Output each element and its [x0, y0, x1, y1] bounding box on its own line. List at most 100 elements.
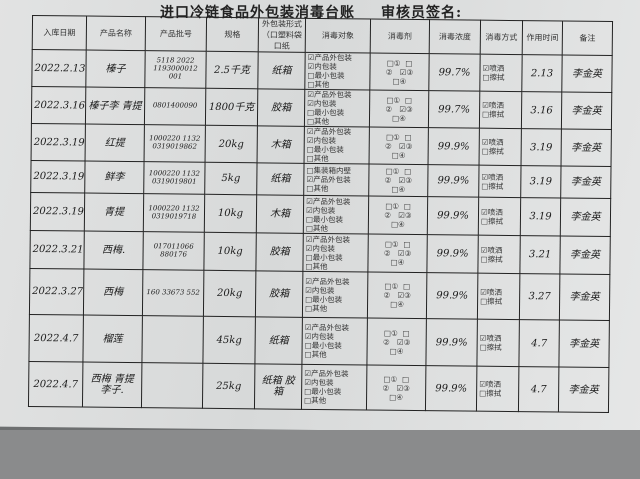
- disinfectant-label: ③: [405, 141, 413, 151]
- target-label: 最小包装: [313, 144, 344, 155]
- table-row: 2022.3.19 青提 1000220 1132 0319019718 10k…: [30, 192, 611, 237]
- product-name-cell: 西梅 青提 李子.: [82, 362, 142, 408]
- disinfectant-cell: □① □ ② ☑③ □④: [369, 90, 429, 128]
- concentration-value: 99.9%: [436, 290, 469, 302]
- ledger-title: 进口冷链食品外包装消毒台账: [160, 5, 355, 21]
- method-label: 喷洒: [488, 137, 504, 147]
- product-name: 榴莲: [102, 333, 123, 345]
- method-label: 擦拭: [487, 216, 504, 226]
- disinfectant-label: ④: [397, 257, 405, 267]
- column-header: 规格: [206, 17, 259, 52]
- date-cell: 2022.3.19: [31, 123, 86, 162]
- method-label: 擦拭: [486, 342, 502, 352]
- time-value: 4.7: [530, 383, 547, 395]
- target-option: □其他: [305, 261, 365, 271]
- batch-number: 1000220 1132 0319019718: [148, 204, 200, 221]
- concentration-value: 99.7%: [438, 103, 471, 116]
- note-cell: 李金英: [560, 198, 611, 237]
- note-cell: 李金英: [561, 92, 612, 130]
- method-label: 喷洒: [488, 100, 504, 110]
- method-option: ☑喷洒: [482, 101, 519, 110]
- date-value: 2022.3.27: [32, 285, 84, 298]
- method-option: □擦拭: [482, 110, 519, 119]
- date-cell: 2022.3.27: [29, 268, 84, 316]
- document-title: 进口冷链食品外包装消毒台账 审核员签名:: [160, 2, 488, 22]
- concentration-value: 99.9%: [437, 140, 470, 153]
- disinfectant-option: □④: [390, 219, 405, 229]
- target-cell: ☑产品外包装 ☑内包装 □最小包装 □其他: [302, 233, 369, 272]
- target-label: 其他: [311, 395, 327, 406]
- disinfectant-label: ④: [398, 184, 406, 194]
- disinfectant-option: ☑③: [397, 248, 412, 258]
- disinfectant-option: □①: [383, 374, 398, 384]
- target-option: □其他: [306, 223, 366, 233]
- product-name-cell: 青提: [84, 193, 144, 232]
- disinfectant-option: □①: [384, 239, 399, 249]
- concentration-cell: 99.9%: [426, 272, 478, 320]
- target-option: □其他: [307, 117, 367, 127]
- target-label: 其他: [313, 153, 329, 164]
- concentration-cell: 99.9%: [425, 365, 477, 412]
- method-option: □擦拭: [481, 216, 518, 225]
- batch-cell: 160 33673 552: [142, 269, 204, 317]
- disinfectant-option: ☑③: [399, 104, 413, 114]
- date-value: 2022.3.21: [32, 243, 84, 256]
- date-value: 2022.3.19: [33, 170, 85, 183]
- method-label: 擦拭: [489, 109, 505, 119]
- disinfectant-label: ①: [390, 374, 398, 384]
- packaging-cell: 纸箱: [257, 51, 306, 90]
- batch-cell: 5118 2022 1193000012 001: [144, 50, 207, 89]
- batch-cell: 1000220 1132 0319019801: [143, 161, 206, 195]
- target-option: □其他: [304, 350, 364, 360]
- disinfectant-label: ①: [393, 58, 401, 68]
- target-label: 内包装: [310, 377, 334, 388]
- target-option: □其他: [307, 154, 367, 164]
- table-row: 2022.3.16 榛子李 青提 0801400090 1800千克 胶箱 ☑产…: [31, 86, 612, 130]
- time-cell: 2.13: [521, 54, 563, 93]
- method-label: 擦拭: [486, 388, 502, 398]
- concentration-cell: 99.9%: [427, 196, 479, 236]
- method-option: □擦拭: [482, 73, 519, 82]
- time-value: 3.19: [530, 141, 553, 153]
- spec-value: 20kg: [217, 287, 243, 300]
- disinfectant-cell: □① □ ② ☑③ □④: [369, 127, 429, 165]
- method-option: □擦拭: [480, 343, 517, 352]
- packaging-value: 胶箱: [269, 246, 290, 258]
- target-label: 集装箱内壁: [313, 165, 352, 176]
- target-label: 产品外包装: [313, 174, 351, 185]
- disinfectant-cell: □① □ ② ☑③ □④: [367, 271, 427, 319]
- concentration-value: 99.7%: [438, 66, 471, 79]
- desk-surface: [0, 430, 640, 479]
- time-cell: 3.21: [519, 235, 561, 275]
- product-name: 西梅 青提 李子.: [90, 373, 134, 396]
- disinfectant-label: ①: [393, 95, 401, 105]
- target-cell: ☑产品外包装 ☑内包装 □最小包装 □其他: [303, 195, 369, 235]
- method-option: ☑喷洒: [482, 64, 519, 73]
- product-name: 榛子: [105, 63, 126, 75]
- disinfectant-option: □④: [392, 113, 406, 123]
- date-cell: 2022.2.13: [31, 49, 87, 88]
- packaging-cell: 胶箱: [255, 270, 303, 318]
- disinfectant-label: ③: [404, 210, 412, 220]
- disinfectant-option: ☑③: [397, 290, 411, 300]
- time-value: 3.19: [529, 176, 553, 188]
- signature-note: 李金英: [568, 384, 599, 396]
- packaging-cell: 纸箱: [254, 316, 303, 365]
- note-cell: 李金英: [561, 129, 612, 167]
- method-option: ☑喷洒: [480, 287, 517, 296]
- target-label: 其他: [312, 223, 328, 233]
- method-label: 喷洒: [488, 172, 504, 182]
- disinfectant-label: ④: [399, 76, 407, 86]
- product-name-cell: 榴莲: [82, 315, 143, 363]
- disinfectant-cell: □① □ ② ☑③ □④: [369, 53, 430, 91]
- disinfectant-label: ①: [391, 239, 399, 249]
- method-option: □擦拭: [479, 389, 516, 398]
- column-header: 消毒浓度: [429, 19, 481, 55]
- batch-cell: [141, 362, 203, 409]
- product-name-cell: 鲜李: [84, 161, 145, 194]
- target-label: 产品外包装: [312, 196, 351, 206]
- packaging-value: 纸箱: [271, 64, 292, 77]
- product-name: 鲜李: [104, 171, 125, 183]
- method-option: ☑喷洒: [481, 245, 518, 254]
- table-row: 2022.2.13 榛子 5118 2022 1193000012 001 2.…: [31, 49, 613, 93]
